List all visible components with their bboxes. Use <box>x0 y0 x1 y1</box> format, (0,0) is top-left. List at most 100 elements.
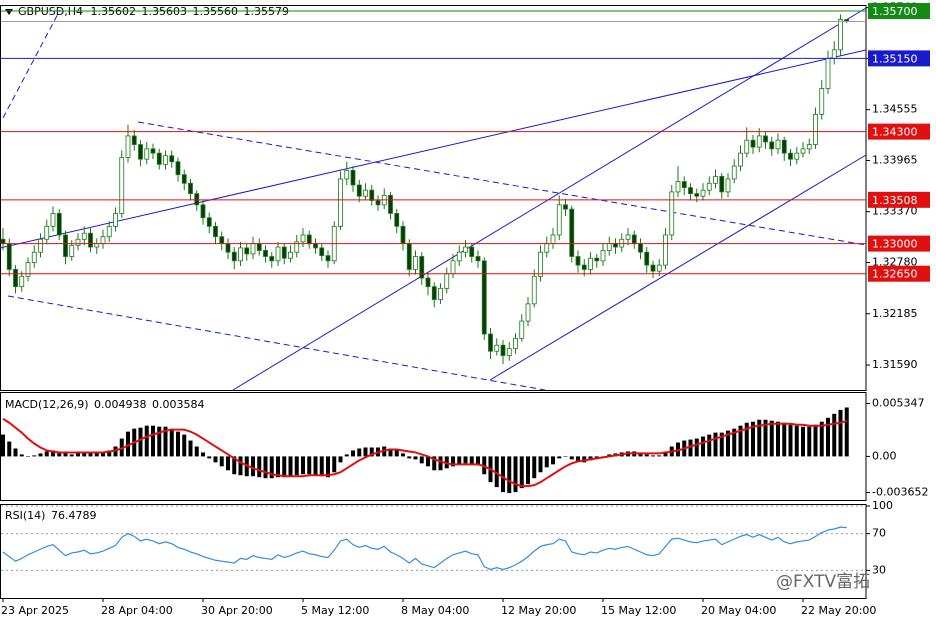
x-tick-label: 15 May 12:00 <box>601 604 676 617</box>
macd-bar <box>176 431 180 457</box>
candle-body <box>481 260 487 335</box>
macd-bar <box>832 413 837 457</box>
y-tick-label: -0.003652 <box>872 486 928 499</box>
y-tick-label: 1.32780 <box>872 256 918 269</box>
candle-body <box>144 148 150 160</box>
y-tick-label: 1.33965 <box>872 153 918 166</box>
candle-body <box>419 256 425 279</box>
macd-bar <box>744 422 749 457</box>
macd-bar <box>557 456 562 459</box>
macd-bar <box>469 456 474 465</box>
candle-body <box>781 139 787 154</box>
macd-bar <box>576 456 580 462</box>
price-panel-frame <box>0 5 867 391</box>
candle-body <box>706 182 712 191</box>
candle-body <box>356 184 362 197</box>
candle-body <box>375 200 381 206</box>
macd-bar <box>844 407 849 457</box>
candle-body <box>825 58 831 89</box>
macd-bar <box>338 456 343 463</box>
y-tick-label: 1.34555 <box>872 103 918 116</box>
macd-bar <box>357 448 362 457</box>
candle-body <box>75 238 81 246</box>
candle-body <box>319 247 325 257</box>
macd-bar <box>407 456 412 459</box>
macd-bar <box>732 428 737 457</box>
candle-body <box>838 19 843 51</box>
macd-bar <box>69 454 74 457</box>
candle-body <box>656 264 662 272</box>
macd-bar <box>194 446 199 457</box>
level-label: 1.33508 <box>872 194 918 207</box>
candle-body <box>313 243 318 249</box>
macd-bar <box>269 456 274 479</box>
macd-bar <box>388 448 393 457</box>
candle-body <box>806 144 812 150</box>
trend-line <box>0 49 867 249</box>
candle-body <box>194 193 200 206</box>
rsi-value: 76.4789 <box>51 509 97 522</box>
macd-bar <box>751 421 755 457</box>
candle-body <box>406 243 412 270</box>
candle-body <box>438 287 443 300</box>
macd-bar <box>151 425 155 457</box>
macd-bar <box>432 456 437 471</box>
macd-bar <box>801 426 805 457</box>
candle-body <box>169 155 175 163</box>
macd-bar <box>738 425 743 457</box>
macd-bar <box>438 456 443 471</box>
macd-bar <box>307 456 312 475</box>
macd-bar <box>457 456 462 465</box>
macd-bar <box>94 453 99 457</box>
candle-body <box>213 225 218 238</box>
macd-bar <box>788 424 793 457</box>
signal-line <box>2 417 848 488</box>
macd-bar <box>351 450 355 457</box>
level-tag <box>868 3 930 20</box>
candle-body <box>581 264 587 270</box>
candle-body <box>56 213 62 236</box>
candle-body <box>238 247 243 262</box>
macd-bar <box>532 456 537 479</box>
candle-body <box>450 260 456 275</box>
candle-body <box>388 194 393 214</box>
candle-body <box>150 148 156 154</box>
candle-body <box>831 49 837 59</box>
macd-bar <box>363 447 368 457</box>
rsi-header: RSI(14) 76.4789 <box>5 509 96 522</box>
candle-body <box>594 257 600 262</box>
candle-body <box>669 191 675 236</box>
macd-bar <box>769 420 774 457</box>
trend-line <box>2 9 61 119</box>
candle-body <box>225 243 231 253</box>
macd-bar <box>494 456 499 488</box>
x-tick-label: 30 Apr 20:00 <box>201 604 273 617</box>
candle-body <box>206 217 212 227</box>
macd-bar <box>63 453 68 457</box>
macd-bar <box>82 452 87 457</box>
macd-bar <box>138 427 143 457</box>
macd-bar <box>44 451 49 457</box>
level-label: 1.32650 <box>872 268 918 281</box>
macd-bar <box>369 447 374 457</box>
macd-bar <box>813 424 818 457</box>
candle-body <box>125 135 131 158</box>
y-tick-label: 0.00 <box>872 449 897 462</box>
macd-bar <box>776 421 780 457</box>
macd-bar <box>332 456 337 473</box>
x-tick-label: 28 Apr 04:00 <box>101 604 173 617</box>
candle-body <box>538 251 543 277</box>
candle-body <box>694 193 700 197</box>
macd-bar <box>707 434 712 457</box>
macd-bar <box>282 456 287 478</box>
candle-body <box>19 275 25 288</box>
level-tag <box>868 265 930 282</box>
macd-bar <box>426 456 430 467</box>
candle-body <box>369 189 375 201</box>
macd-bar <box>413 456 418 460</box>
macd-bar <box>276 456 280 478</box>
macd-bar <box>563 456 568 457</box>
macd-bar <box>501 456 505 493</box>
candle-body <box>744 139 750 154</box>
candle-body <box>475 256 481 262</box>
